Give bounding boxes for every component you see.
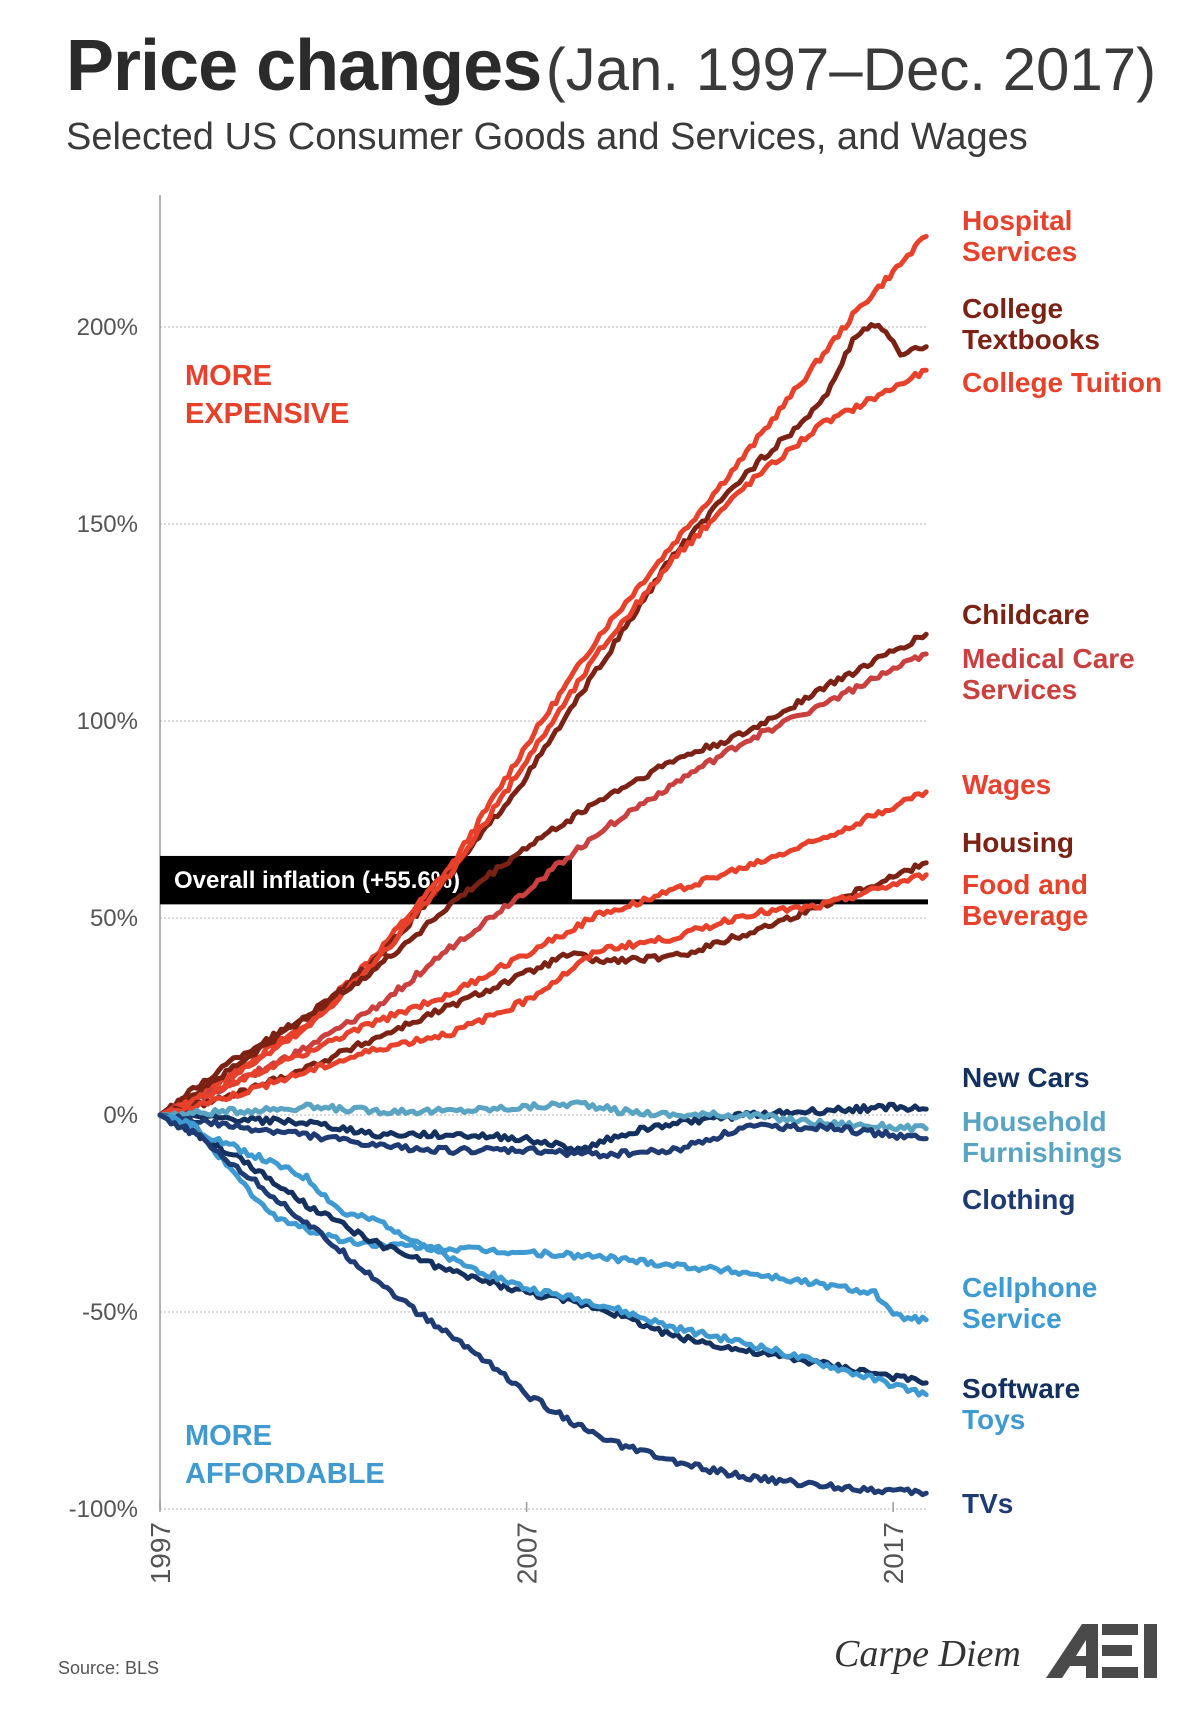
- chart-title-date-range: (Jan. 1997–Dec. 2017): [545, 36, 1157, 103]
- axes: 200% 150% 100% 50% 0% -50% -100% 1997 2007 2017: [69, 195, 909, 1584]
- overall-inflation-reference: Overall inflation (+55.6%): [160, 855, 928, 905]
- series-line-childcare: [157, 631, 929, 1118]
- series-label-housing: Housing: [962, 827, 1074, 858]
- series-label-wages: Wages: [962, 769, 1051, 800]
- series-label-software: Software: [962, 1373, 1080, 1404]
- series-label-food-and-beverage: Food and Beverage: [962, 869, 1088, 931]
- series-line-toys: [157, 1112, 929, 1398]
- series-label-household-furnishings: Household Furnishings: [962, 1106, 1122, 1168]
- gridlines: [160, 326, 928, 1510]
- y-tick-label: 0%: [103, 1102, 138, 1129]
- series-line-software: [157, 1112, 929, 1386]
- y-tick-label: -100%: [69, 1496, 138, 1523]
- x-tick-label: 1997: [145, 1522, 176, 1584]
- series-label-childcare: Childcare: [962, 599, 1090, 630]
- y-tick-label: 100%: [77, 708, 138, 735]
- series-line-clothing: [157, 1112, 929, 1160]
- series-line-cellphone-service: [157, 1112, 929, 1325]
- series-label-toys: Toys: [962, 1404, 1025, 1435]
- y-tick-label: 200%: [77, 314, 138, 341]
- source-note: Source: BLS: [58, 1658, 160, 1678]
- annotations: MORE EXPENSIVE MORE AFFORDABLE: [185, 360, 385, 1490]
- chart-header: Price changes (Jan. 1997–Dec. 2017) Sele…: [66, 30, 1186, 159]
- series-label-clothing: Clothing: [962, 1184, 1076, 1215]
- series-line-new-cars: [157, 1101, 929, 1155]
- y-tick-label: -50%: [82, 1299, 138, 1326]
- more-affordable-note: MORE AFFORDABLE: [185, 1420, 385, 1490]
- y-tick-label: 50%: [90, 905, 138, 932]
- series-label-cellphone-service: Cellphone Service: [962, 1272, 1097, 1334]
- y-tick-label: 150%: [77, 511, 138, 538]
- x-tick-label: 2017: [878, 1522, 909, 1584]
- series-label-new-cars: New Cars: [962, 1062, 1090, 1093]
- series-label-medical-care-services: Medical Care Services: [962, 643, 1135, 705]
- inflation-label: Overall inflation (+55.6%): [174, 867, 460, 894]
- series-label-college-tuition: College Tuition: [962, 367, 1162, 398]
- series-line-wages: [157, 789, 929, 1118]
- series-line-tvs: [157, 1112, 929, 1498]
- more-expensive-note: MORE EXPENSIVE: [185, 360, 349, 430]
- series-line-food-and-beverage: [157, 872, 929, 1118]
- series-label-tvs: TVs: [962, 1488, 1013, 1519]
- chart-title: Price changes: [66, 26, 542, 106]
- series-line-hospital-services: [157, 233, 929, 1118]
- aei-logo: [1046, 1624, 1157, 1678]
- series-lines: [157, 233, 929, 1498]
- series-label-college-textbooks: College Textbooks: [962, 293, 1100, 355]
- series-line-college-tuition: [157, 367, 929, 1118]
- series-line-household-furnishings: [157, 1099, 929, 1134]
- brand-wordmark: Carpe Diem: [834, 1633, 1021, 1675]
- chart-subtitle: Selected US Consumer Goods and Services,…: [66, 116, 1028, 158]
- x-tick-label: 2007: [512, 1522, 543, 1584]
- title-line: Price changes (Jan. 1997–Dec. 2017): [66, 30, 1186, 102]
- series-labels: Hospital Services College Textbooks College …: [962, 205, 1162, 1519]
- series-label-hospital-services: Hospital Services: [962, 205, 1077, 267]
